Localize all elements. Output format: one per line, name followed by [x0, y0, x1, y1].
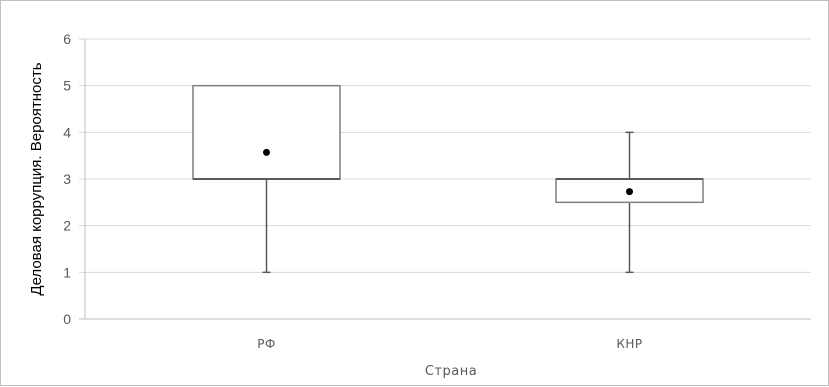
y-tick-label: 0 [63, 311, 71, 327]
y-tick-label: 6 [63, 31, 71, 47]
y-tick-label: 2 [63, 218, 71, 234]
x-category-label: КНР [616, 337, 642, 351]
y-tick-label: 4 [63, 124, 71, 140]
x-axis-title: Страна [425, 364, 477, 379]
y-axis-title: Деловая коррупция. Вероятность [28, 62, 45, 295]
y-tick-label: 1 [63, 264, 71, 280]
mean-marker [263, 148, 270, 156]
y-tick-label: 5 [63, 78, 71, 94]
y-tick-label: 3 [63, 171, 71, 187]
box-iqr [192, 84, 341, 180]
mean-marker [626, 188, 633, 196]
x-category-label: РФ [257, 337, 276, 351]
